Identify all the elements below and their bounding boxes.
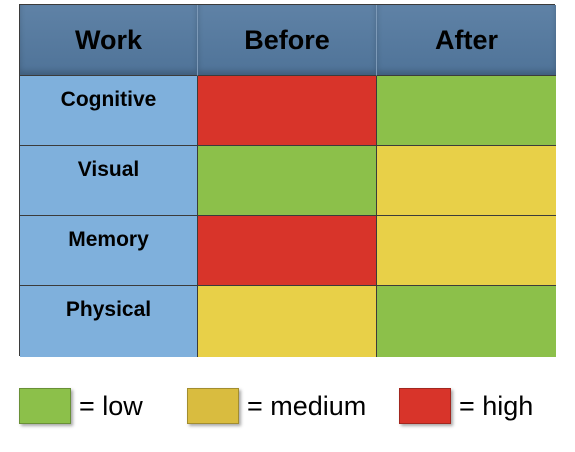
legend-label-low: = low bbox=[79, 390, 143, 421]
cell-visual-before bbox=[198, 146, 377, 216]
cell-physical-before bbox=[198, 286, 377, 357]
workload-table: Work Before After Cognitive Visual Memor… bbox=[19, 4, 556, 357]
legend-item-low: = low bbox=[19, 386, 143, 426]
row-label-memory: Memory bbox=[20, 216, 198, 286]
legend-label-high: = high bbox=[459, 390, 534, 421]
legend-swatch-high bbox=[399, 388, 451, 424]
cell-memory-after bbox=[377, 216, 556, 286]
header-after: After bbox=[377, 5, 556, 76]
row-label-physical: Physical bbox=[20, 286, 198, 357]
legend-swatch-medium bbox=[187, 388, 239, 424]
legend-swatch-low bbox=[19, 388, 71, 424]
cell-cognitive-before bbox=[198, 76, 377, 146]
legend-item-high: = high bbox=[399, 386, 533, 426]
row-label-visual: Visual bbox=[20, 146, 198, 216]
header-before: Before bbox=[198, 5, 377, 76]
header-work: Work bbox=[20, 5, 198, 76]
cell-physical-after bbox=[377, 286, 556, 357]
legend-label-medium: = medium bbox=[247, 390, 367, 421]
cell-cognitive-after bbox=[377, 76, 556, 146]
legend: = low = medium = high bbox=[0, 386, 575, 426]
legend-item-medium: = medium bbox=[187, 386, 366, 426]
cell-memory-before bbox=[198, 216, 377, 286]
row-label-cognitive: Cognitive bbox=[20, 76, 198, 146]
cell-visual-after bbox=[377, 146, 556, 216]
